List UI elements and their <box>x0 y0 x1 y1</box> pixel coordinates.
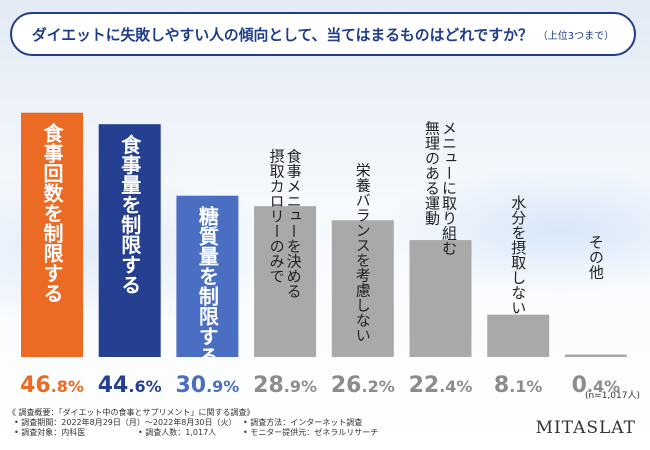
bar-label-8: その他 <box>587 235 605 281</box>
survey-overview: 《 調査概要：「ダイエット中の食事とサプリメント」に関する調査》 • 調査期間：… <box>8 408 478 448</box>
bar-1 <box>21 112 83 357</box>
bar-label-6-2: 無理のある運動 <box>423 120 441 226</box>
bar-5 <box>331 220 394 357</box>
value-label-6: 22.4% <box>409 373 473 398</box>
chart-title: ダイエットに失敗しやすい人の傾向として、当てはまるものはどれですか？ <box>31 26 533 44</box>
value-label-4: 28.9% <box>253 373 317 398</box>
bar-label-3: 糖質量を制限する <box>195 204 219 365</box>
bar-label-5: 栄養バランスを考慮しない <box>354 162 372 342</box>
value-label-8: 0.4% <box>572 373 621 398</box>
bar-label-2: 食事量を制限する <box>118 133 142 294</box>
bar-label-1: 食事回数を制限する <box>40 121 64 302</box>
bar-2 <box>98 124 161 357</box>
value-label-7: 8.1% <box>494 373 543 398</box>
bar-8 <box>564 354 627 357</box>
survey-heading: 《 調査概要：「ダイエット中の食事とサプリメント」に関する調査》 <box>8 408 255 417</box>
value-label-2: 44.6% <box>98 373 162 398</box>
sample-size-note: (n=1,017人) <box>584 391 640 401</box>
survey-target: • 調査対象：内科医 <box>14 428 86 437</box>
bar-4 <box>254 206 317 357</box>
survey-count: • 調査人数：1,017人 <box>138 428 217 437</box>
value-label-3: 30.9% <box>175 373 239 398</box>
survey-method: • 調査方法：インターネット調査 <box>243 418 363 427</box>
survey-provider: • モニター提供元：ゼネラルリサーチ <box>243 428 379 437</box>
bar-7 <box>487 314 550 357</box>
bar-label-4-1: 食事メニューを決める <box>285 148 303 298</box>
brand-logo: MITASLAT <box>535 418 636 438</box>
chart-subtitle: （上位3つまで） <box>537 30 615 42</box>
bar-label-4-2: 摂取カロリーのみで <box>268 148 286 283</box>
value-label-5: 26.2% <box>331 373 395 398</box>
survey-period: • 調査期間：2022年8月29日（月）～2022年8月30日（火） <box>14 418 237 427</box>
chart-title-box: ダイエットに失敗しやすい人の傾向として、当てはまるものはどれですか？ （上位3つ… <box>10 12 636 56</box>
bar-label-6-1: メニューに取り組む <box>440 120 458 255</box>
bar-label-7: 水分を摂取しない <box>509 195 527 315</box>
bar-3 <box>176 195 239 357</box>
bar-chart: 食事回数を制限する 46.8% 食事量を制限する 44.6% 糖質量を制限する 30.9%… <box>20 112 627 398</box>
bar-6 <box>409 240 472 357</box>
value-label-1: 46.8% <box>20 373 84 398</box>
